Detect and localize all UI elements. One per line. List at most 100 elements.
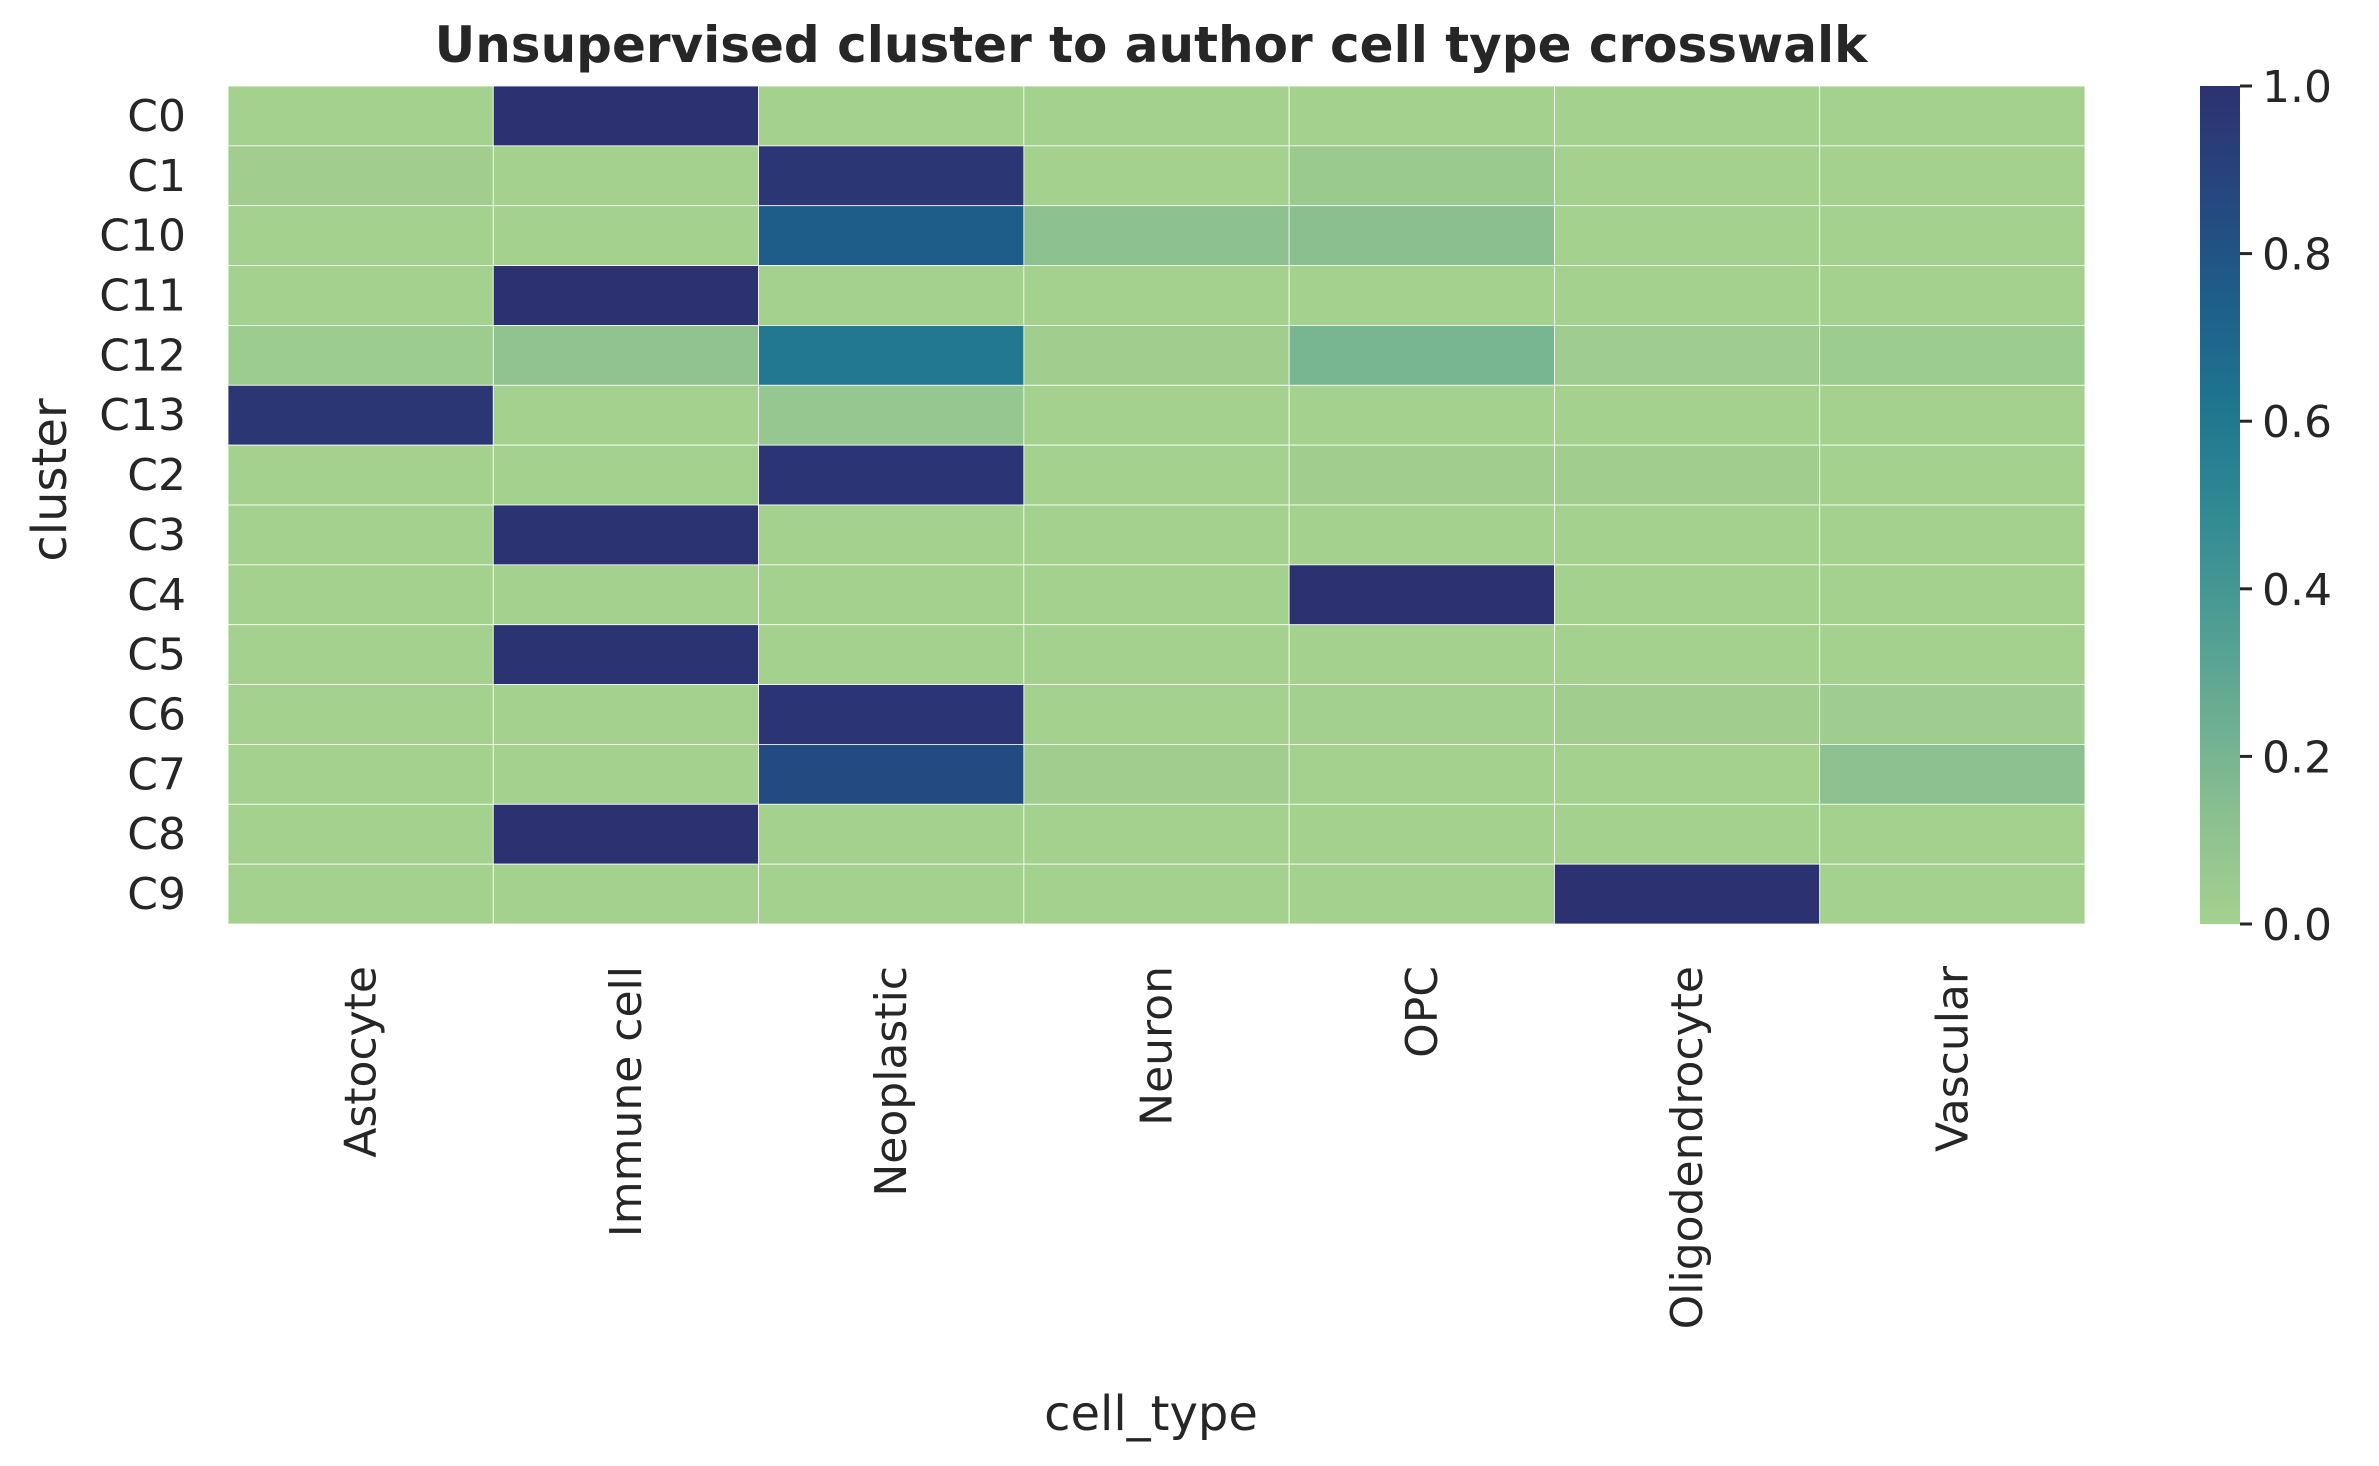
colorbar bbox=[2200, 86, 2240, 924]
heatmap-cell-C2-opc bbox=[1288, 444, 1555, 506]
heatmap-cell-C11-immune-cell bbox=[492, 265, 759, 326]
heatmap-cell-C10-immune-cell bbox=[492, 205, 759, 266]
heatmap-cell-C5-oligodendrocyte bbox=[1554, 624, 1821, 685]
heatmap-cell-C9-astocyte bbox=[227, 863, 494, 925]
y-tick-labels: C0 C1 C10 C11 C12 C13 C2 C3 C4 C5 C6 C7 C8 C9 bbox=[99, 91, 186, 920]
heatmap-cell-C12-immune-cell bbox=[492, 325, 759, 386]
heatmap-cell-C2-oligodendrocyte bbox=[1554, 444, 1821, 506]
y-tick-label: C10 bbox=[99, 211, 186, 262]
heatmap-cells bbox=[227, 85, 2086, 925]
heatmap-cell-C7-astocyte bbox=[227, 744, 494, 805]
heatmap-cell-C8-astocyte bbox=[227, 803, 494, 865]
heatmap-cell-C3-vascular bbox=[1819, 504, 2086, 566]
heatmap-cell-C0-opc bbox=[1288, 85, 1555, 147]
heatmap-cell-C10-astocyte bbox=[227, 205, 494, 266]
colorbar-tick-label: 0.2 bbox=[2262, 732, 2332, 783]
heatmap-cell-C2-astocyte bbox=[227, 444, 494, 506]
y-tick-label: C7 bbox=[127, 749, 186, 800]
heatmap-cell-C11-opc bbox=[1288, 265, 1555, 326]
y-tick-label: C2 bbox=[127, 450, 186, 501]
heatmap-cell-C9-vascular bbox=[1819, 863, 2086, 925]
heatmap-cell-C9-immune-cell bbox=[492, 863, 759, 925]
colorbar-tick-label: 0.0 bbox=[2262, 900, 2332, 951]
x-tick-labels: Astocyte Immune cell Neoplastic Neuron OPC Ol… bbox=[336, 965, 1979, 1329]
heatmap-cell-C13-neuron bbox=[1023, 384, 1290, 446]
heatmap-cell-C0-astocyte bbox=[227, 85, 494, 147]
heatmap-cell-C5-astocyte bbox=[227, 624, 494, 685]
heatmap-cell-C7-oligodendrocyte bbox=[1554, 744, 1821, 805]
heatmap-cell-C11-astocyte bbox=[227, 265, 494, 326]
heatmap-cell-C9-oligodendrocyte bbox=[1554, 863, 1821, 925]
heatmap-cell-C5-neuron bbox=[1023, 624, 1290, 685]
heatmap-cell-C6-immune-cell bbox=[492, 684, 759, 745]
heatmap-cell-C13-vascular bbox=[1819, 384, 2086, 446]
heatmap-cell-C1-neoplastic bbox=[758, 145, 1025, 207]
y-tick-label: C13 bbox=[99, 390, 186, 441]
heatmap-cell-C13-oligodendrocyte bbox=[1554, 384, 1821, 446]
y-tick-label: C3 bbox=[127, 510, 186, 561]
y-axis-label: cluster bbox=[22, 398, 78, 562]
heatmap-cell-C1-opc bbox=[1288, 145, 1555, 207]
y-tick-label: C9 bbox=[127, 869, 186, 920]
heatmap-cell-C8-immune-cell bbox=[492, 803, 759, 865]
heatmap-cell-C12-vascular bbox=[1819, 325, 2086, 386]
heatmap-cell-C12-neuron bbox=[1023, 325, 1290, 386]
heatmap-cell-C3-astocyte bbox=[227, 504, 494, 566]
heatmap-cell-C9-neoplastic bbox=[758, 863, 1025, 925]
x-tick-label: Neuron bbox=[1132, 966, 1183, 1126]
heatmap-cell-C6-astocyte bbox=[227, 684, 494, 745]
heatmap-cell-C10-vascular bbox=[1819, 205, 2086, 266]
heatmap-cell-C2-neuron bbox=[1023, 444, 1290, 506]
y-tick-label: C4 bbox=[127, 570, 186, 621]
heatmap-cell-C1-oligodendrocyte bbox=[1554, 145, 1821, 207]
colorbar-tick-label: 1.0 bbox=[2262, 62, 2332, 113]
heatmap-cell-C8-opc bbox=[1288, 803, 1555, 865]
x-tick-label: Vascular bbox=[1927, 965, 1978, 1152]
heatmap-cell-C10-oligodendrocyte bbox=[1554, 205, 1821, 266]
heatmap-cell-C0-neoplastic bbox=[758, 85, 1025, 147]
y-tick-label: C12 bbox=[99, 330, 186, 381]
heatmap-cell-C1-vascular bbox=[1819, 145, 2086, 207]
heatmap-cell-C7-neuron bbox=[1023, 744, 1290, 805]
heatmap-cell-C5-immune-cell bbox=[492, 624, 759, 685]
heatmap-cell-C0-neuron bbox=[1023, 85, 1290, 147]
heatmap-cell-C11-oligodendrocyte bbox=[1554, 265, 1821, 326]
heatmap-cell-C0-vascular bbox=[1819, 85, 2086, 147]
heatmap-cell-C1-neuron bbox=[1023, 145, 1290, 207]
heatmap-cell-C6-opc bbox=[1288, 684, 1555, 745]
x-axis-label: cell_type bbox=[1044, 1386, 1258, 1442]
heatmap-cell-C3-neoplastic bbox=[758, 504, 1025, 566]
heatmap-cell-C11-neoplastic bbox=[758, 265, 1025, 326]
heatmap-cell-C6-neoplastic bbox=[758, 684, 1025, 745]
heatmap-cell-C7-opc bbox=[1288, 744, 1555, 805]
y-tick-label: C0 bbox=[127, 91, 186, 142]
heatmap-cell-C7-vascular bbox=[1819, 744, 2086, 805]
x-tick-label: Neoplastic bbox=[866, 966, 917, 1197]
heatmap-cell-C13-opc bbox=[1288, 384, 1555, 446]
heatmap-cell-C10-neoplastic bbox=[758, 205, 1025, 266]
heatmap-cell-C5-neoplastic bbox=[758, 624, 1025, 685]
heatmap-cell-C9-neuron bbox=[1023, 863, 1290, 925]
heatmap-cell-C7-immune-cell bbox=[492, 744, 759, 805]
heatmap-cell-C4-neoplastic bbox=[758, 564, 1025, 626]
heatmap-cell-C8-vascular bbox=[1819, 803, 2086, 865]
y-tick-label: C5 bbox=[127, 630, 186, 681]
colorbar-ticks: 0.0 0.2 0.4 0.6 0.8 1.0 bbox=[2240, 62, 2332, 951]
x-tick-label: OPC bbox=[1397, 966, 1448, 1058]
heatmap-cell-C12-oligodendrocyte bbox=[1554, 325, 1821, 386]
colorbar-tick-label: 0.4 bbox=[2262, 565, 2332, 616]
heatmap-cell-C8-neuron bbox=[1023, 803, 1290, 865]
heatmap-cell-C0-oligodendrocyte bbox=[1554, 85, 1821, 147]
y-tick-label: C6 bbox=[127, 690, 186, 741]
y-tick-label: C11 bbox=[99, 271, 186, 322]
heatmap-cell-C5-opc bbox=[1288, 624, 1555, 685]
heatmap-cell-C8-neoplastic bbox=[758, 803, 1025, 865]
heatmap-cell-C10-opc bbox=[1288, 205, 1555, 266]
heatmap-cell-C2-immune-cell bbox=[492, 444, 759, 506]
heatmap-cell-C4-opc bbox=[1288, 564, 1555, 626]
heatmap-cell-C10-neuron bbox=[1023, 205, 1290, 266]
colorbar-tick-label: 0.6 bbox=[2262, 397, 2332, 448]
x-tick-label: Immune cell bbox=[601, 966, 652, 1237]
heatmap-cell-C3-opc bbox=[1288, 504, 1555, 566]
